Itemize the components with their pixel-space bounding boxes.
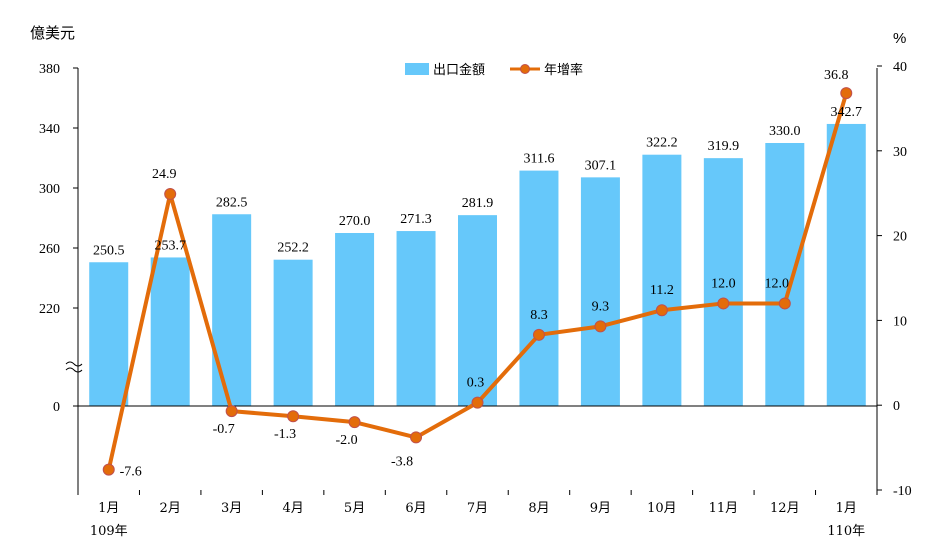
bar (89, 262, 129, 406)
x-category-label: 6月 (405, 501, 426, 516)
growth-rate-label: 12.0 (711, 276, 736, 291)
bar (458, 215, 497, 406)
bar (273, 259, 313, 406)
bar-value-label: 270.0 (339, 214, 371, 229)
growth-rate-marker (410, 431, 423, 444)
bar (765, 143, 805, 406)
growth-rate-label: 8.3 (530, 308, 548, 323)
left-tick-label: 300 (39, 182, 60, 197)
x-year-label: 110年 (827, 524, 865, 539)
x-category-label: 9月 (590, 501, 611, 516)
growth-rate-marker (348, 416, 361, 429)
right-axis-unit: % (893, 30, 907, 47)
left-tick-label: 380 (39, 62, 60, 77)
right-tick-label: 20 (893, 230, 907, 245)
x-category-label: 1月 (836, 501, 857, 516)
growth-rate-label: 0.3 (467, 376, 485, 391)
bar-value-label: 271.3 (400, 212, 432, 227)
bar-value-label: 319.9 (708, 139, 740, 154)
growth-rate-marker (532, 328, 545, 341)
right-tick-label: -10 (893, 484, 912, 499)
bar-series-export-amount (89, 123, 866, 406)
left-axis-unit: 億美元 (30, 24, 76, 42)
x-category-label: 1月 (98, 501, 119, 516)
x-category-label: 12月 (770, 501, 800, 516)
legend-swatch-bar (405, 63, 429, 75)
bar (642, 154, 682, 406)
x-category-label: 2月 (160, 501, 181, 516)
growth-rate-marker (225, 405, 238, 418)
growth-rate-marker (840, 87, 853, 100)
growth-rate-marker (778, 297, 791, 310)
bar-value-label: 250.5 (93, 243, 125, 258)
growth-rate-label: -7.6 (120, 465, 142, 480)
x-category-label: 5月 (344, 501, 365, 516)
x-category-label: 3月 (221, 501, 242, 516)
bar-value-label: 311.6 (523, 152, 554, 167)
growth-rate-label: 12.0 (765, 276, 790, 291)
bar-value-label: 322.2 (646, 136, 678, 151)
bar (580, 177, 620, 406)
bar-value-label: 282.5 (216, 195, 248, 210)
growth-rate-marker (287, 410, 300, 423)
growth-rate-label: 36.8 (824, 68, 849, 83)
growth-rate-label: 24.9 (152, 167, 177, 182)
left-tick-label: 260 (39, 242, 60, 257)
growth-rate-label: -2.0 (335, 433, 357, 448)
x-category-label: 8月 (528, 501, 549, 516)
legend-label-bar: 出口金額 (433, 62, 485, 78)
x-axis-labels: 1月 109年 2月 3月 4月 5月 6月 7月 8月 9月 10月 11月 12月 1月 110年 (90, 501, 865, 539)
bar-value-label: 330.0 (769, 124, 801, 139)
bar (703, 158, 743, 406)
growth-rate-label: 11.2 (650, 283, 674, 298)
growth-rate-marker (594, 320, 607, 333)
right-tick-label: 0 (893, 399, 900, 414)
growth-rate-marker (164, 188, 177, 201)
growth-rate-label: -0.7 (213, 422, 235, 437)
left-tick-label: 220 (39, 302, 60, 317)
bar (150, 257, 190, 406)
growth-rate-marker (471, 396, 484, 409)
bar-value-label: 253.7 (154, 238, 186, 253)
left-tick-label: 0 (53, 400, 60, 415)
growth-rate-label: 9.3 (592, 299, 610, 314)
bar (212, 214, 252, 406)
axis-break-mark (65, 361, 83, 367)
bar-value-label: 252.2 (277, 241, 309, 256)
axes: 0 220 260 300 340 380 -10 0 10 20 30 40 (39, 60, 912, 499)
bar (396, 231, 436, 406)
bar (519, 170, 559, 406)
line-series-growth-rate (102, 87, 853, 476)
growth-rate-label: -1.3 (274, 427, 296, 442)
bar-value-label: 307.1 (585, 158, 617, 173)
data-labels: 250.5 253.7 282.5 252.2 270.0 271.3 281.9 311.6… (93, 68, 862, 480)
axis-break-mark (65, 367, 83, 373)
bar-value-label: 281.9 (462, 196, 494, 211)
bar (826, 123, 866, 406)
growth-rate-marker (717, 297, 730, 310)
legend-label-line: 年增率 (544, 62, 583, 78)
growth-rate-marker (655, 304, 668, 317)
legend-swatch-marker (520, 64, 530, 74)
legend: 出口金額 年增率 (405, 62, 583, 78)
x-category-label: 4月 (282, 501, 303, 516)
bar (335, 233, 375, 406)
x-category-label: 7月 (467, 501, 488, 516)
bar-value-label: 342.7 (831, 105, 863, 120)
left-tick-label: 340 (39, 122, 60, 137)
x-year-label: 109年 (90, 524, 128, 539)
right-tick-label: 10 (893, 314, 907, 329)
x-category-label: 10月 (647, 501, 677, 516)
growth-rate-label: -3.8 (391, 454, 413, 469)
x-category-label: 11月 (709, 501, 739, 516)
growth-rate-marker (102, 463, 115, 476)
right-tick-label: 40 (893, 60, 907, 75)
right-tick-label: 30 (893, 145, 907, 160)
